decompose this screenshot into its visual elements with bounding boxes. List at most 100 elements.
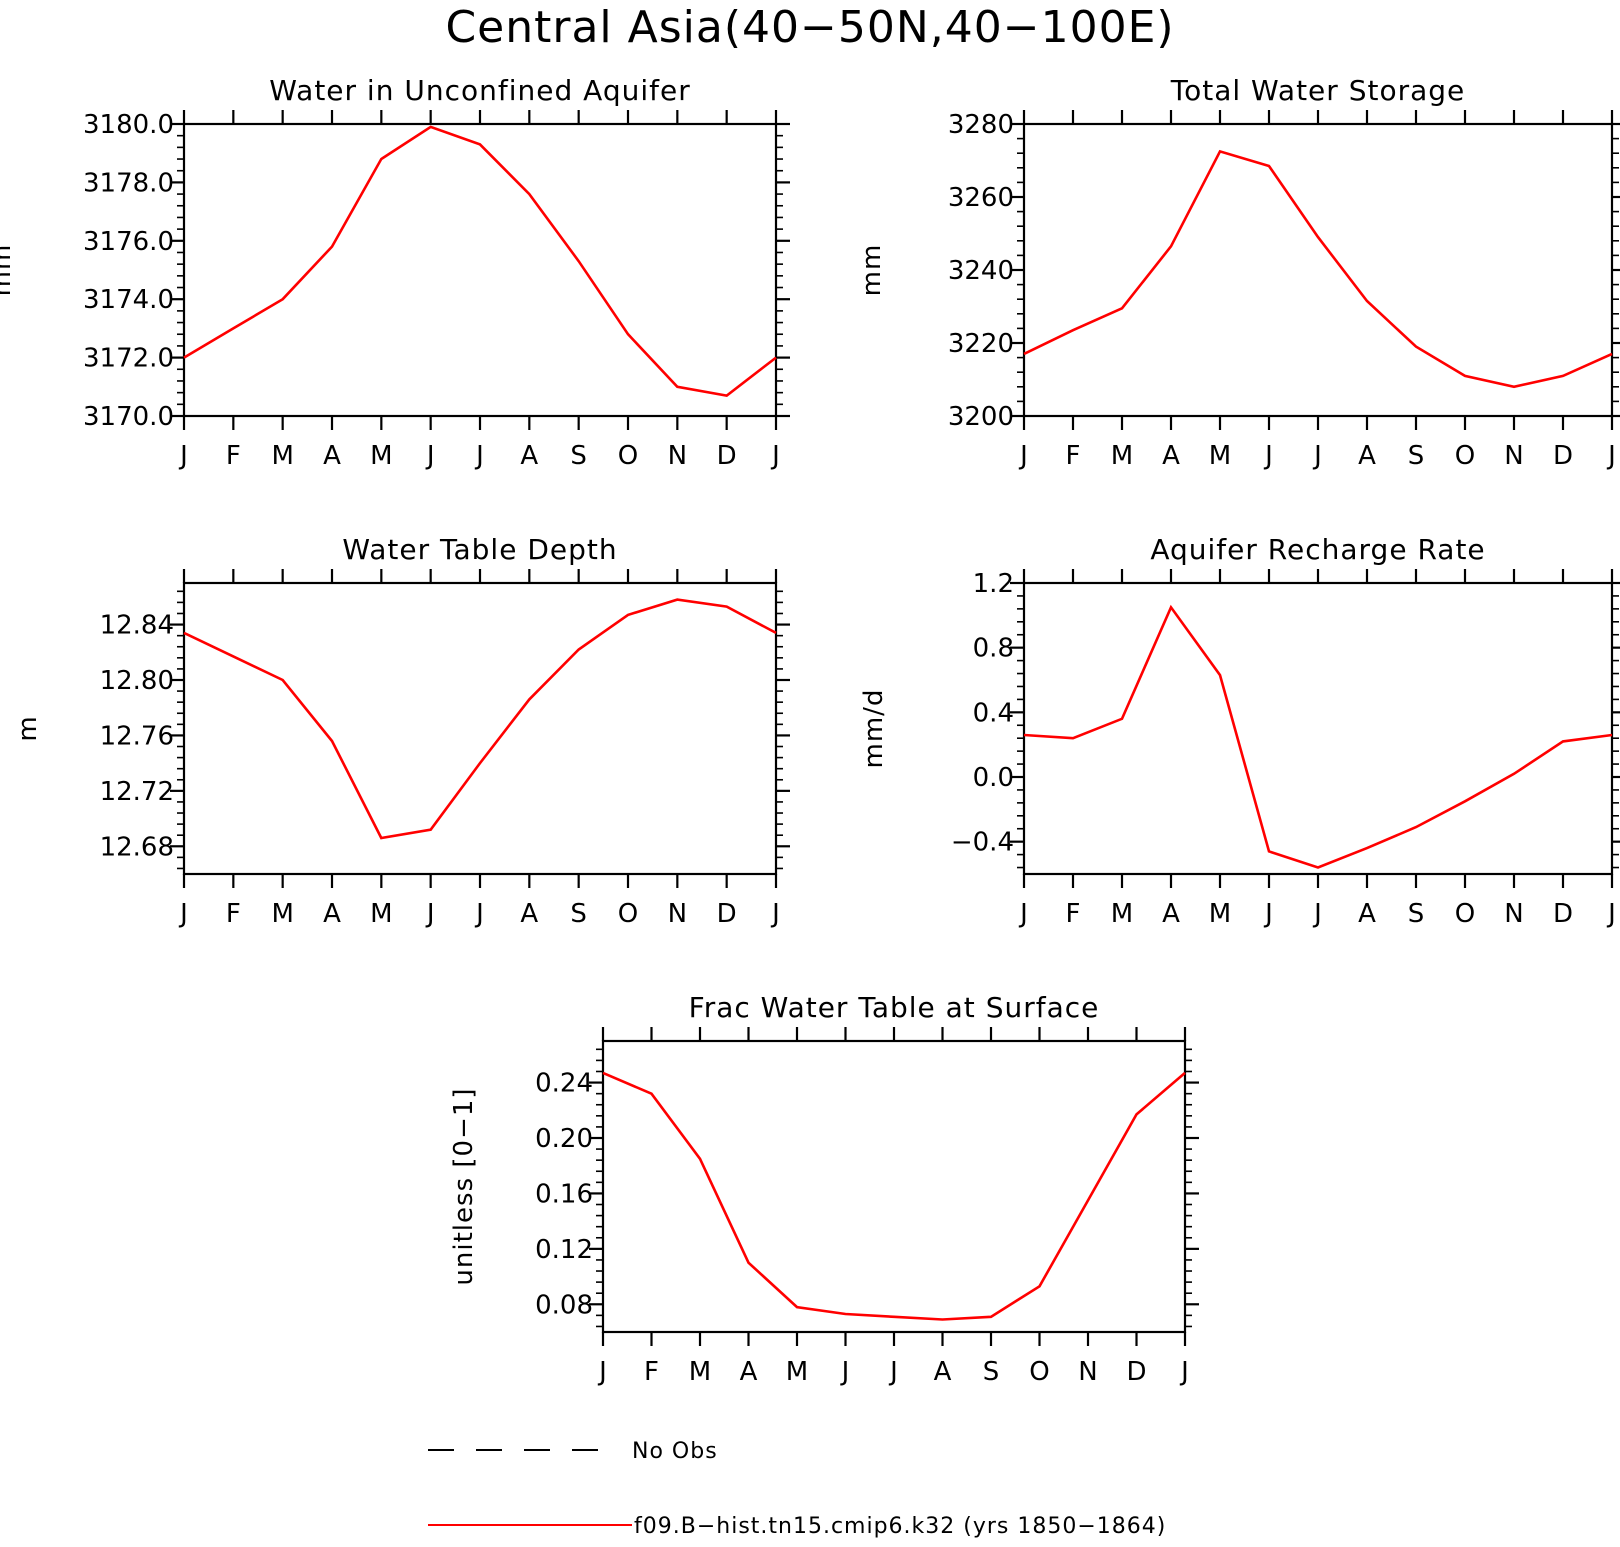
x-tick-label: S [1408, 899, 1425, 929]
x-tick-label: J [1606, 441, 1616, 471]
series-line-model [183, 598, 777, 840]
y-tick-label: 3220 [948, 329, 1014, 359]
y-tick-label: 3180.0 [83, 110, 174, 140]
plot-frame [182, 581, 778, 876]
x-tick-label: J [474, 899, 484, 929]
x-tick-label: D [717, 441, 737, 471]
x-tick-label: J [1018, 899, 1028, 929]
x-tick-label: J [597, 1357, 607, 1387]
x-tick-label: J [770, 441, 780, 471]
x-tick-label: N [1504, 441, 1523, 471]
x-tick-label: S [570, 441, 587, 471]
x-tick-label: D [1126, 1357, 1146, 1387]
x-tick-label: J [425, 899, 435, 929]
x-tick-label: A [520, 441, 538, 471]
plot-frame [1022, 122, 1614, 418]
x-tick-label: A [1162, 441, 1180, 471]
x-tick-label: M [1209, 441, 1231, 471]
y-tick-label: 12.68 [100, 832, 174, 862]
y-axis-label: m [13, 715, 43, 741]
plot-frame [1022, 581, 1614, 876]
x-tick-label: N [1078, 1357, 1097, 1387]
x-tick-label: O [1455, 899, 1475, 929]
y-tick-label: 0.24 [535, 1069, 593, 1099]
x-tick-label: S [570, 899, 587, 929]
y-tick-label: 0.16 [535, 1179, 593, 1209]
y-tick-label: −0.4 [951, 828, 1014, 858]
x-tick-label: M [271, 899, 293, 929]
y-axis-label: mm [857, 244, 887, 297]
x-tick-label: F [226, 899, 241, 929]
y-tick-label: 12.72 [100, 777, 174, 807]
legend-model-label: f09.B−hist.tn15.cmip6.k32 (yrs 1850−1864… [634, 1514, 1166, 1539]
series-line-model [1023, 149, 1613, 389]
x-tick-label: J [178, 899, 188, 929]
y-tick-label: 3174.0 [83, 285, 174, 315]
x-tick-label: F [226, 441, 241, 471]
x-tick-label: J [178, 441, 188, 471]
y-tick-label: 3200 [948, 402, 1014, 432]
y-tick-label: 12.84 [100, 611, 174, 641]
panel-title: Total Water Storage [1170, 74, 1466, 107]
x-tick-label: J [1263, 899, 1273, 929]
x-tick-label: M [370, 899, 392, 929]
x-tick-label: A [1162, 899, 1180, 929]
y-axis-label: mm [0, 244, 17, 297]
x-tick-label: N [668, 441, 687, 471]
x-tick-label: O [618, 441, 638, 471]
y-tick-label: 12.80 [100, 666, 174, 696]
x-tick-label: A [740, 1357, 758, 1387]
x-tick-label: A [520, 899, 538, 929]
x-tick-label: M [786, 1357, 808, 1387]
y-tick-label: 0.8 [973, 634, 1014, 664]
x-tick-label: J [1312, 899, 1322, 929]
x-tick-label: M [1111, 899, 1133, 929]
x-tick-label: A [323, 441, 341, 471]
x-tick-label: J [1263, 441, 1273, 471]
y-axis-label: unitless [0−1] [449, 1087, 479, 1285]
x-tick-label: J [1018, 441, 1028, 471]
y-tick-label: 3178.0 [83, 168, 174, 198]
y-tick-label: 3172.0 [83, 344, 174, 374]
x-tick-label: M [370, 441, 392, 471]
x-tick-label: M [271, 441, 293, 471]
x-tick-label: A [1358, 441, 1376, 471]
x-tick-label: D [717, 899, 737, 929]
series-line-model [602, 1071, 1186, 1321]
x-tick-label: J [770, 899, 780, 929]
x-tick-label: F [644, 1357, 659, 1387]
y-tick-label: 3260 [948, 183, 1014, 213]
y-tick-label: 3240 [948, 256, 1014, 286]
x-tick-label: N [1504, 899, 1523, 929]
plot-frame [601, 1039, 1187, 1334]
panel-title: Water in Unconfined Aquifer [269, 74, 690, 107]
x-tick-label: J [888, 1357, 898, 1387]
y-tick-label: 0.0 [973, 763, 1014, 793]
panel-title: Frac Water Table at Surface [689, 991, 1100, 1024]
x-tick-label: D [1553, 441, 1573, 471]
y-tick-label: 0.08 [535, 1290, 593, 1320]
x-tick-label: J [1606, 899, 1616, 929]
plot-frame [182, 122, 778, 418]
y-tick-label: 12.76 [100, 721, 174, 751]
x-tick-label: S [1408, 441, 1425, 471]
x-tick-label: M [689, 1357, 711, 1387]
main-title: Central Asia(40−50N,40−100E) [445, 2, 1174, 53]
x-tick-label: O [618, 899, 638, 929]
x-tick-label: F [1066, 441, 1081, 471]
y-tick-label: 0.4 [973, 698, 1014, 728]
y-tick-label: 3280 [948, 110, 1014, 140]
x-tick-label: M [1111, 441, 1133, 471]
x-tick-label: J [425, 441, 435, 471]
x-tick-label: J [840, 1357, 850, 1387]
x-tick-label: S [983, 1357, 1000, 1387]
x-tick-label: A [323, 899, 341, 929]
